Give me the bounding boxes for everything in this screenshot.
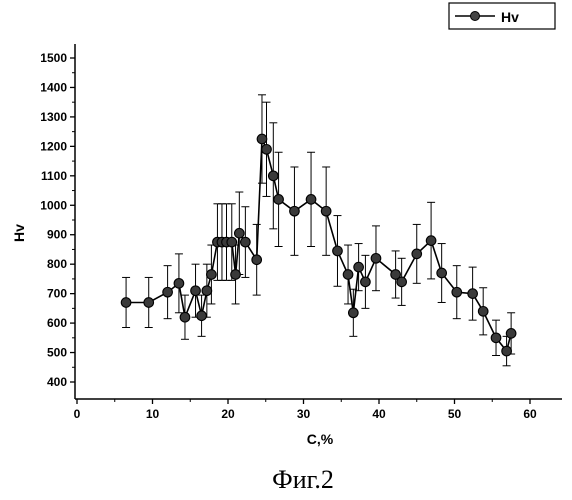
x-tick-label: 40 (372, 407, 386, 421)
y-tick-label: 700 (47, 287, 67, 301)
data-point (174, 279, 184, 289)
x-axis-ticks: 0 10 20 30 40 50 60 (74, 399, 537, 421)
x-tick-label: 60 (523, 407, 537, 421)
data-point (227, 237, 237, 247)
y-axis-title: Hv (11, 224, 27, 242)
data-point (478, 307, 488, 317)
data-point (235, 228, 245, 238)
data-point (333, 246, 343, 256)
y-tick-label: 1400 (40, 80, 67, 94)
data-point (491, 333, 501, 343)
legend-marker (471, 12, 480, 21)
data-point (306, 195, 316, 205)
data-point (180, 312, 190, 322)
data-point (207, 270, 217, 280)
legend: Hv (449, 3, 555, 29)
data-point (412, 249, 422, 259)
data-point (144, 298, 154, 308)
data-point (262, 145, 272, 155)
x-tick-label: 0 (74, 407, 81, 421)
y-tick-label: 1200 (40, 139, 67, 153)
data-point (371, 253, 381, 263)
data-point (468, 289, 478, 299)
data-point (241, 237, 251, 247)
data-point (257, 134, 267, 144)
figure-caption: Фиг.2 (272, 465, 334, 494)
y-tick-label: 500 (47, 346, 67, 360)
error-bars (122, 95, 515, 366)
y-axis-ticks: 400 500 600 700 800 900 1000 1100 1200 1300 1400 15… (40, 51, 75, 389)
data-points (121, 134, 516, 356)
data-point (191, 286, 201, 296)
x-tick-label: 50 (448, 407, 462, 421)
data-point (502, 346, 512, 356)
x-tick-label: 20 (221, 407, 235, 421)
x-tick-label: 10 (146, 407, 160, 421)
data-point (397, 277, 407, 287)
y-tick-label: 800 (47, 257, 67, 271)
data-point (252, 255, 262, 265)
data-point (354, 262, 364, 272)
data-point (269, 171, 279, 181)
y-tick-label: 600 (47, 316, 67, 330)
data-point (437, 268, 447, 278)
y-tick-label: 1300 (40, 110, 67, 124)
data-point (202, 286, 212, 296)
y-tick-label: 900 (47, 228, 67, 242)
y-tick-label: 1100 (41, 169, 67, 183)
data-point (121, 298, 131, 308)
x-axis-title: C,% (307, 431, 334, 447)
data-point (163, 287, 173, 297)
data-point (506, 329, 516, 339)
data-point (321, 206, 331, 216)
data-point (197, 311, 207, 321)
data-point (290, 206, 300, 216)
data-point (349, 308, 359, 318)
data-point (452, 287, 462, 297)
data-point (426, 236, 436, 246)
x-tick-label: 30 (297, 407, 311, 421)
y-tick-label: 1500 (40, 51, 67, 65)
data-point (274, 195, 284, 205)
data-point (343, 270, 353, 280)
legend-label: Hv (501, 9, 519, 25)
y-tick-label: 1000 (40, 198, 67, 212)
y-tick-label: 400 (47, 375, 67, 389)
data-point (231, 270, 241, 280)
data-point (361, 277, 371, 287)
